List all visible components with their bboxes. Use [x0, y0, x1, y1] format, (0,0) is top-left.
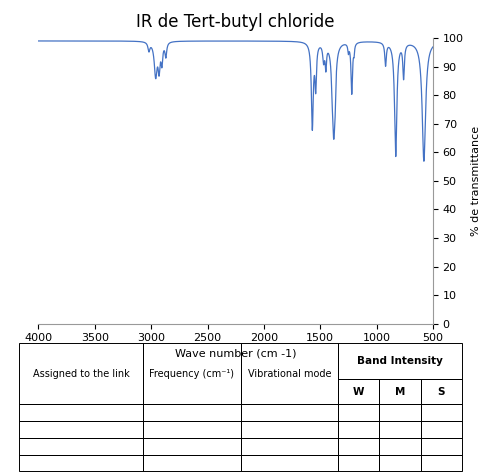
Bar — [19, 455, 143, 471]
Text: W: W — [352, 387, 364, 397]
Bar — [337, 379, 379, 405]
Bar — [379, 379, 420, 405]
Bar — [420, 379, 461, 405]
Bar — [337, 455, 379, 471]
Bar — [19, 421, 143, 438]
Bar — [143, 405, 240, 421]
Text: S: S — [436, 387, 444, 397]
Bar — [420, 438, 461, 455]
Bar — [337, 343, 461, 379]
Bar — [143, 455, 240, 471]
Bar — [19, 343, 143, 405]
Text: Frequency (cm⁻¹): Frequency (cm⁻¹) — [149, 368, 234, 378]
Y-axis label: % de transmittance: % de transmittance — [469, 126, 480, 236]
Title: IR de Tert-butyl chloride: IR de Tert-butyl chloride — [136, 13, 334, 31]
Text: Vibrational mode: Vibrational mode — [247, 368, 331, 378]
Bar — [420, 455, 461, 471]
Bar — [420, 405, 461, 421]
Bar — [337, 421, 379, 438]
Bar — [143, 343, 240, 405]
Text: M: M — [394, 387, 404, 397]
X-axis label: Wave number (cm -1): Wave number (cm -1) — [175, 349, 296, 359]
Bar — [379, 421, 420, 438]
Bar — [379, 455, 420, 471]
Bar — [19, 438, 143, 455]
Bar — [240, 343, 337, 405]
Bar — [19, 405, 143, 421]
Bar — [143, 438, 240, 455]
Bar — [420, 421, 461, 438]
Bar — [240, 455, 337, 471]
Bar — [240, 438, 337, 455]
Text: Band Intensity: Band Intensity — [356, 356, 442, 366]
Bar — [337, 405, 379, 421]
Bar — [337, 438, 379, 455]
Bar — [379, 438, 420, 455]
Bar — [379, 405, 420, 421]
Bar — [240, 421, 337, 438]
Bar — [143, 421, 240, 438]
Bar — [240, 405, 337, 421]
Text: Assigned to the link: Assigned to the link — [33, 368, 130, 378]
